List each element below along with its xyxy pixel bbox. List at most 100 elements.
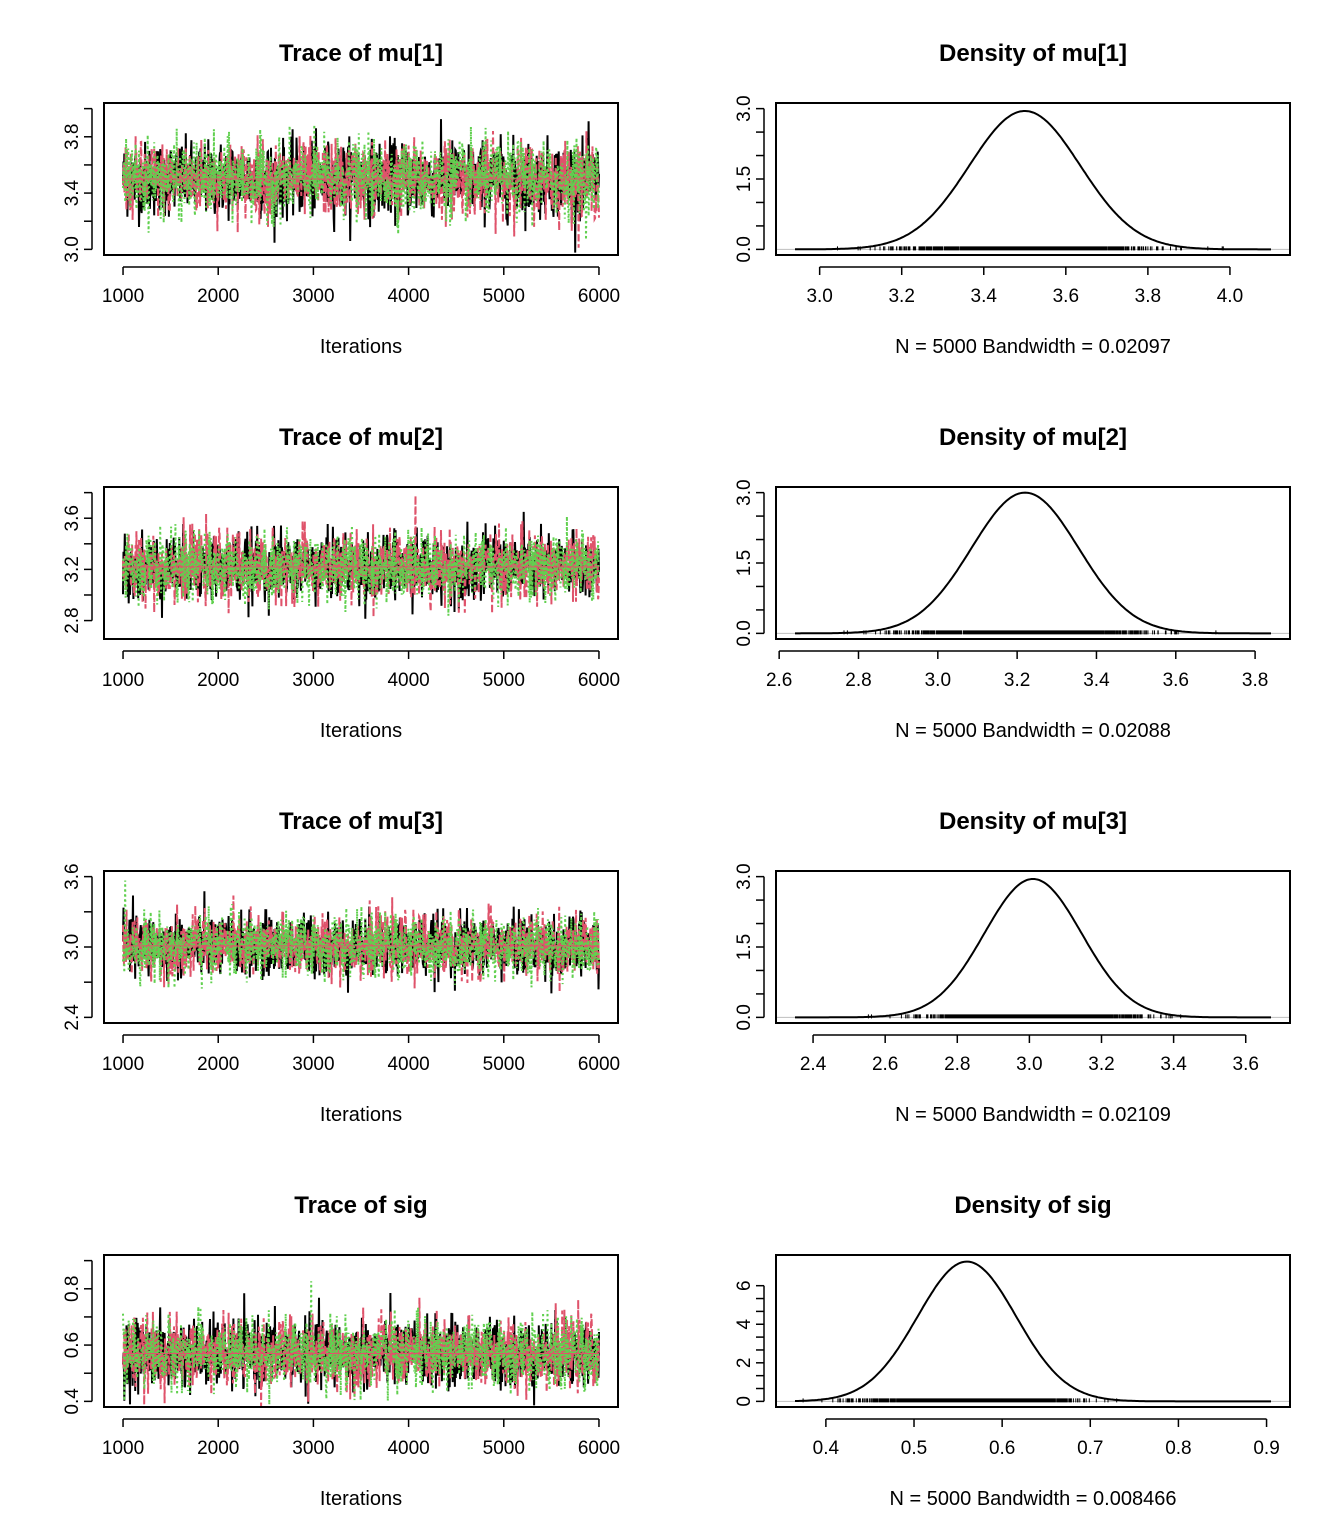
x-axis: 1000 2000 3000 4000 5000 6000 [102,650,620,691]
density-plot-1: Density of mu[1] 3.0 3.2 3.4 3.6 3.8 4.0 0.0 1.5… [734,40,1291,358]
x-axis-label: Iterations [320,336,402,358]
y-tick-label: 4 [734,1319,755,1330]
x-axis-label: Iterations [320,720,402,742]
x-tick-label: 3.0 [806,286,832,307]
x-tick-label: 4000 [387,1438,429,1459]
y-tick-label: 0.0 [734,620,755,646]
density-plot-4: Density of sig 0.4 0.5 0.6 0.7 0.8 0.9 0 2 4 6 N = … [734,1192,1291,1510]
rug-marks [837,246,1224,251]
y-axis: 0.4 0.6 0.8 [62,1259,93,1415]
y-tick-label: 1.5 [734,934,755,960]
plot-frame [103,102,619,256]
y-tick-label: 0.0 [734,1004,755,1030]
plot-frame [103,486,619,640]
y-tick-label: 1.5 [734,166,755,192]
y-tick-label: 3.4 [62,179,83,206]
plot-frame [103,870,619,1024]
y-axis: 2.8 3.2 3.6 [62,491,93,634]
x-tick-label: 2000 [197,1438,239,1459]
y-axis: 2.4 3.0 3.6 [62,863,93,1031]
x-tick-label: 3.6 [1233,1054,1259,1075]
chain-3-trace [122,124,600,240]
y-tick-label: 0.6 [62,1332,83,1358]
x-axis-label: N = 5000 Bandwidth = 0.008466 [890,1488,1177,1510]
density-curve [795,110,1271,251]
x-tick-label: 1000 [102,286,144,307]
chain-3-trace [122,880,600,989]
y-tick-label: 3.6 [62,863,83,889]
x-tick-label: 0.7 [1077,1438,1103,1459]
y-tick-label: 3.6 [62,505,83,531]
x-tick-label: 5000 [483,670,525,691]
y-tick-label: 0.8 [62,1276,83,1302]
x-tick-label: 0.8 [1165,1438,1191,1459]
x-tick-label: 3000 [292,1054,334,1075]
y-tick-label: 1.5 [734,550,755,576]
trace-plot-1: Trace of mu[1] 1000 2000 3000 4000 5000 6000 3.… [62,40,620,358]
x-axis-label: Iterations [320,1104,402,1126]
density-curve [795,878,1271,1019]
y-tick-label: 2 [734,1358,755,1369]
y-tick-label: 0 [734,1396,755,1407]
plot-title: Density of mu[3] [939,808,1127,835]
x-axis: 1000 2000 3000 4000 5000 6000 [102,266,620,307]
y-axis: 3.0 3.4 3.8 [62,107,93,263]
x-axis: 2.4 2.6 2.8 3.0 3.2 3.4 3.6 [800,1034,1259,1075]
y-tick-label: 3.0 [62,934,83,960]
x-axis: 1000 2000 3000 4000 5000 6000 [102,1418,620,1459]
x-tick-label: 3000 [292,286,334,307]
plot-title: Density of mu[1] [939,40,1127,67]
y-tick-label: 3.8 [62,124,83,150]
x-tick-label: 6000 [578,1054,620,1075]
y-tick-label: 3.2 [62,556,83,582]
trace-plot-2: Trace of mu[2] 1000 2000 3000 4000 5000 6000 2.… [62,424,620,742]
y-axis: 0.0 1.5 3.0 [734,479,765,647]
plot-title: Trace of mu[2] [279,424,443,451]
x-tick-label: 6000 [578,670,620,691]
x-tick-label: 1000 [102,1438,144,1459]
x-axis-label: N = 5000 Bandwidth = 0.02097 [895,336,1171,358]
x-tick-label: 3.4 [1160,1054,1187,1075]
x-tick-label: 3.2 [888,286,914,307]
x-tick-label: 4000 [387,670,429,691]
x-tick-label: 6000 [578,286,620,307]
plot-title: Density of mu[2] [939,424,1127,451]
y-axis: 0.0 1.5 3.0 [734,863,765,1031]
x-tick-label: 3.4 [971,286,998,307]
plot-title: Density of sig [954,1192,1111,1219]
x-tick-label: 3.8 [1242,670,1268,691]
x-tick-label: 1000 [102,1054,144,1075]
x-tick-label: 5000 [483,1438,525,1459]
x-tick-label: 1000 [102,670,144,691]
y-tick-label: 0.4 [62,1388,83,1415]
rug-marks [843,630,1217,635]
x-tick-label: 2.6 [872,1054,898,1075]
density-curve [795,1260,1271,1403]
x-tick-label: 3.2 [1004,670,1030,691]
plot-frame [775,486,1291,640]
chain-3-trace [122,1281,600,1405]
x-axis-label: N = 5000 Bandwidth = 0.02109 [895,1104,1171,1126]
x-tick-label: 2.6 [766,670,792,691]
plot-frame [775,102,1291,256]
x-tick-label: 4000 [387,1054,429,1075]
plot-title: Trace of sig [294,1192,427,1219]
density-curve [795,491,1271,635]
y-axis: 0.0 1.5 3.0 [734,95,765,263]
y-tick-label: 2.8 [62,607,83,633]
x-tick-label: 3.2 [1088,1054,1114,1075]
x-tick-label: 0.5 [901,1438,927,1459]
x-tick-label: 3000 [292,670,334,691]
chain-3-trace [122,516,600,616]
rug-marks [867,1014,1182,1019]
x-axis: 2.6 2.8 3.0 3.2 3.4 3.6 3.8 [766,650,1268,691]
plot-frame [775,870,1291,1024]
x-tick-label: 5000 [483,286,525,307]
x-axis: 0.4 0.5 0.6 0.7 0.8 0.9 [813,1418,1280,1459]
y-axis: 0 2 4 6 [734,1280,765,1407]
x-axis: 1000 2000 3000 4000 5000 6000 [102,1034,620,1075]
x-tick-label: 2.4 [800,1054,827,1075]
x-axis: 3.0 3.2 3.4 3.6 3.8 4.0 [806,266,1243,307]
